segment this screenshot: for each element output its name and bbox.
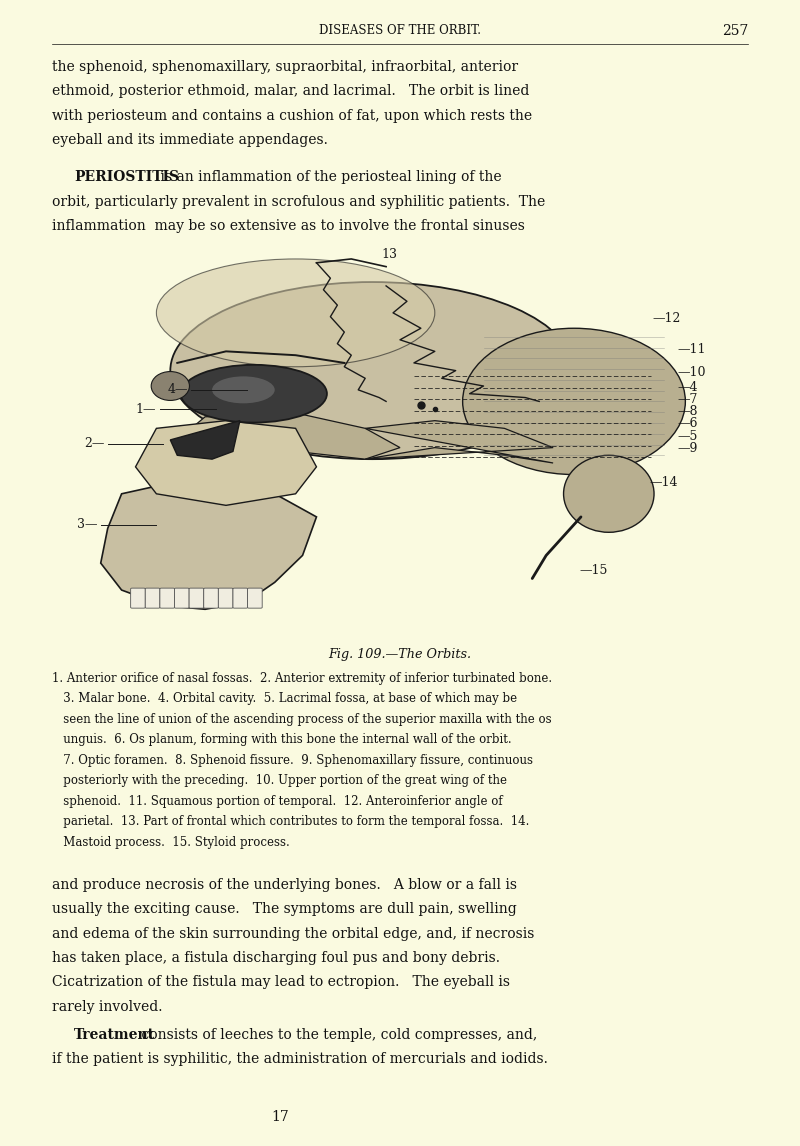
Text: —12: —12 (653, 312, 681, 325)
FancyBboxPatch shape (233, 588, 247, 609)
Text: —15: —15 (579, 564, 608, 578)
Polygon shape (366, 421, 553, 463)
FancyBboxPatch shape (146, 588, 160, 609)
Text: —14: —14 (649, 476, 678, 488)
FancyBboxPatch shape (204, 588, 218, 609)
Text: and produce necrosis of the underlying bones.   A blow or a fall is: and produce necrosis of the underlying b… (52, 878, 517, 892)
Polygon shape (191, 413, 400, 460)
Text: —4: —4 (677, 382, 698, 394)
Ellipse shape (563, 455, 654, 532)
Polygon shape (135, 421, 317, 505)
Text: seen the line of union of the ascending process of the superior maxilla with the: seen the line of union of the ascending … (52, 713, 552, 725)
Text: unguis.  6. Os planum, forming with this bone the internal wall of the orbit.: unguis. 6. Os planum, forming with this … (52, 733, 512, 746)
Text: Fig. 109.—The Orbits.: Fig. 109.—The Orbits. (329, 649, 471, 661)
Text: has taken place, a fistula discharging foul pus and bony debris.: has taken place, a fistula discharging f… (52, 951, 500, 965)
Text: PERIOSTITIS: PERIOSTITIS (74, 171, 179, 185)
FancyBboxPatch shape (189, 588, 204, 609)
Text: rarely involved.: rarely involved. (52, 999, 162, 1013)
Ellipse shape (151, 371, 190, 400)
FancyBboxPatch shape (247, 588, 262, 609)
FancyBboxPatch shape (174, 588, 189, 609)
Text: 3—: 3— (77, 518, 98, 531)
Text: DISEASES OF THE ORBIT.: DISEASES OF THE ORBIT. (319, 24, 481, 37)
Text: —8: —8 (677, 406, 698, 418)
Text: 17: 17 (271, 1110, 289, 1124)
Text: 257: 257 (722, 24, 748, 38)
Text: eyeball and its immediate appendages.: eyeball and its immediate appendages. (52, 133, 328, 147)
Text: the sphenoid, sphenomaxillary, supraorbital, infraorbital, anterior: the sphenoid, sphenomaxillary, supraorbi… (52, 60, 518, 74)
Polygon shape (170, 421, 240, 460)
Text: ethmoid, posterior ethmoid, malar, and lacrimal.   The orbit is lined: ethmoid, posterior ethmoid, malar, and l… (52, 85, 530, 99)
Text: Mastoid process.  15. Styloid process.: Mastoid process. 15. Styloid process. (52, 835, 290, 848)
Ellipse shape (181, 364, 327, 423)
Text: posteriorly with the preceding.  10. Upper portion of the great wing of the: posteriorly with the preceding. 10. Uppe… (52, 774, 507, 787)
Text: Treatment: Treatment (74, 1028, 155, 1042)
Ellipse shape (462, 328, 686, 474)
FancyBboxPatch shape (130, 588, 146, 609)
Polygon shape (101, 478, 317, 610)
Text: 2—: 2— (84, 438, 104, 450)
Text: —6: —6 (677, 417, 698, 430)
Text: Cicatrization of the fistula may lead to ectropion.   The eyeball is: Cicatrization of the fistula may lead to… (52, 975, 510, 989)
Text: —11: —11 (677, 343, 706, 356)
Text: and edema of the skin surrounding the orbital edge, and, if necrosis: and edema of the skin surrounding the or… (52, 927, 534, 941)
Text: 13: 13 (382, 248, 398, 261)
Text: with periosteum and contains a cushion of fat, upon which rests the: with periosteum and contains a cushion o… (52, 109, 532, 123)
Ellipse shape (212, 376, 274, 403)
Text: 1. Anterior orifice of nasal fossas.  2. Anterior extremity of inferior turbinat: 1. Anterior orifice of nasal fossas. 2. … (52, 672, 552, 684)
Text: parietal.  13. Part of frontal which contributes to form the temporal fossa.  14: parietal. 13. Part of frontal which cont… (52, 815, 530, 829)
Text: —7: —7 (677, 393, 698, 406)
Text: 3. Malar bone.  4. Orbital cavity.  5. Lacrimal fossa, at base of which may be: 3. Malar bone. 4. Orbital cavity. 5. Lac… (52, 692, 517, 705)
Text: 1—: 1— (136, 402, 157, 416)
FancyBboxPatch shape (218, 588, 233, 609)
Text: orbit, particularly prevalent in scrofulous and syphilitic patients.  The: orbit, particularly prevalent in scroful… (52, 195, 546, 209)
Text: inflammation  may be so extensive as to involve the frontal sinuses: inflammation may be so extensive as to i… (52, 219, 525, 233)
Text: —10: —10 (677, 366, 706, 379)
Text: 4—: 4— (167, 384, 188, 397)
Text: —9: —9 (677, 442, 698, 455)
Text: is an inflammation of the periosteal lining of the: is an inflammation of the periosteal lin… (156, 171, 502, 185)
Text: —5: —5 (677, 430, 698, 442)
Text: sphenoid.  11. Squamous portion of temporal.  12. Anteroinferior angle of: sphenoid. 11. Squamous portion of tempor… (52, 794, 502, 808)
Text: consists of leeches to the temple, cold compresses, and,: consists of leeches to the temple, cold … (137, 1028, 538, 1042)
Text: 7. Optic foramen.  8. Sphenoid fissure.  9. Sphenomaxillary fissure, continuous: 7. Optic foramen. 8. Sphenoid fissure. 9… (52, 754, 533, 767)
Text: if the patient is syphilitic, the administration of mercurials and iodids.: if the patient is syphilitic, the admini… (52, 1052, 548, 1066)
FancyBboxPatch shape (160, 588, 174, 609)
Ellipse shape (170, 282, 574, 460)
Text: usually the exciting cause.   The symptoms are dull pain, swelling: usually the exciting cause. The symptoms… (52, 902, 517, 917)
Ellipse shape (157, 259, 435, 367)
